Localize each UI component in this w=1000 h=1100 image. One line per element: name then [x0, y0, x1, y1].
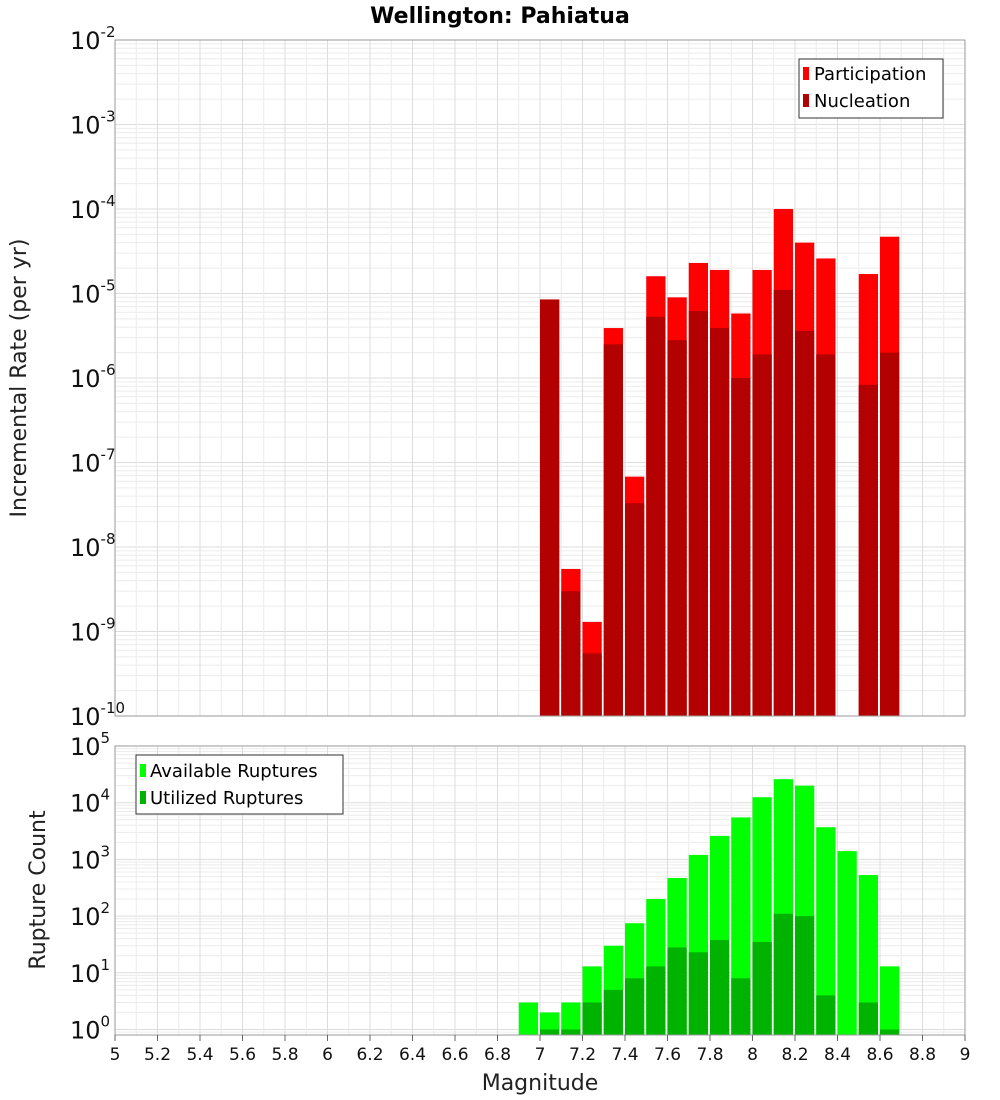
- bar-available-ruptures: [540, 1012, 560, 1035]
- x-tick-label: 8.2: [781, 1045, 808, 1065]
- x-tick-label: 5.2: [144, 1045, 171, 1065]
- bottom-panel-bars: [518, 779, 900, 1035]
- bar-utilized-ruptures: [540, 1029, 560, 1035]
- bar-utilized-ruptures: [880, 1029, 900, 1035]
- x-ticks: 5 5.2 5.4 5.6 5.8 6 6.2 6.4 6.6 6.8 7 7.2 7.4 7.6 7.8 8…: [110, 1035, 971, 1065]
- top-y-tick-label: 10-7: [70, 446, 116, 478]
- x-tick-label: 6.2: [356, 1045, 383, 1065]
- bar-nucleation: [667, 340, 687, 716]
- x-tick-label: 5.4: [186, 1045, 213, 1065]
- bottom-y-tick-label: 100: [70, 1013, 110, 1045]
- bar-nucleation: [540, 299, 560, 716]
- legend-participation-swatch: [803, 67, 809, 80]
- legend-nucleation-swatch: [803, 94, 809, 107]
- bar-available-ruptures: [837, 851, 857, 1035]
- legend-available-ruptures-label: Available Ruptures: [150, 761, 318, 782]
- top-panel-frame: [114, 39, 966, 717]
- bar-nucleation: [710, 328, 730, 716]
- x-tick-label: 9: [960, 1045, 971, 1065]
- bar-nucleation: [731, 378, 751, 716]
- top-panel-bars: [540, 209, 900, 717]
- bottom-y-tick-label: 104: [70, 786, 110, 818]
- x-tick-label: 5.6: [229, 1045, 256, 1065]
- x-tick-label: 6.4: [399, 1045, 426, 1065]
- bar-utilized-ruptures: [561, 1029, 581, 1035]
- chart-title: Wellington: Pahiatua: [370, 4, 630, 29]
- x-axis-label: Magnitude: [482, 1071, 599, 1096]
- top-y-tick-label: 10-6: [70, 361, 116, 393]
- bar-utilized-ruptures: [773, 913, 793, 1035]
- bar-nucleation: [688, 311, 708, 716]
- top-y-tick-label: 10-9: [70, 615, 116, 647]
- bar-utilized-ruptures: [625, 978, 645, 1035]
- bottom-y-tick-label: 101: [70, 956, 110, 988]
- bottom-y-tick-label: 103: [70, 842, 110, 874]
- bar-nucleation: [858, 384, 878, 716]
- x-tick-label: 7.8: [696, 1045, 723, 1065]
- bar-utilized-ruptures: [582, 1002, 602, 1035]
- x-tick-label: 8.8: [909, 1045, 936, 1065]
- top-y-tick-label: 10-4: [70, 192, 116, 224]
- x-tick-label: 7.4: [611, 1045, 638, 1065]
- bar-available-ruptures: [858, 875, 878, 1035]
- bottom-legend-box: [135, 754, 344, 815]
- x-tick-label: 6.6: [441, 1045, 468, 1065]
- legend-participation-label: Participation: [814, 64, 926, 85]
- bar-nucleation: [582, 653, 602, 716]
- x-tick-label: 6: [322, 1045, 333, 1065]
- legend-available-ruptures-swatch: [140, 764, 146, 777]
- bar-utilized-ruptures: [752, 941, 772, 1035]
- top-y-tick-label: 10-8: [70, 530, 116, 562]
- x-tick-label: 8.4: [824, 1045, 851, 1065]
- x-tick-label: 5: [110, 1045, 121, 1065]
- top-y-tick-label: 10-10: [70, 699, 125, 731]
- bar-utilized-ruptures: [646, 966, 666, 1035]
- bar-utilized-ruptures: [858, 1002, 878, 1035]
- top-y-ticks: 10-2 10-3 10-4 10-5 10-6 10-7 10-8 10-9 10-10: [70, 23, 125, 731]
- bar-nucleation: [773, 290, 793, 716]
- bar-utilized-ruptures: [816, 995, 836, 1035]
- bar-utilized-ruptures: [688, 952, 708, 1035]
- x-tick-label: 7.6: [654, 1045, 681, 1065]
- bar-utilized-ruptures: [603, 989, 623, 1035]
- bar-utilized-ruptures: [731, 978, 751, 1035]
- legend-utilized-ruptures-label: Utilized Ruptures: [150, 788, 303, 809]
- bar-available-ruptures: [561, 1002, 581, 1035]
- legend-utilized-ruptures-swatch: [140, 791, 146, 804]
- legend-nucleation-label: Nucleation: [814, 91, 910, 112]
- bar-nucleation: [752, 354, 772, 716]
- x-tick-label: 6.8: [484, 1045, 511, 1065]
- bottom-y-ticks: 105 104 103 102 101 100: [70, 729, 110, 1045]
- x-tick-label: 7.2: [569, 1045, 596, 1065]
- bottom-y-tick-label: 105: [70, 729, 110, 761]
- bar-nucleation: [795, 330, 815, 716]
- top-y-axis-label: Incremental Rate (per yr): [7, 239, 32, 518]
- bar-nucleation: [625, 503, 645, 716]
- bar-available-ruptures: [880, 966, 900, 1035]
- bar-nucleation: [816, 354, 836, 716]
- top-y-tick-label: 10-5: [70, 277, 116, 309]
- top-y-tick-label: 10-2: [70, 23, 116, 55]
- bar-utilized-ruptures: [795, 916, 815, 1035]
- top-legend-box: [798, 58, 944, 119]
- x-tick-label: 8.6: [866, 1045, 893, 1065]
- top-y-tick-label: 10-3: [70, 108, 116, 140]
- top-legend: Participation Nucleation: [798, 58, 944, 119]
- bar-nucleation: [603, 344, 623, 716]
- bar-available-ruptures: [816, 827, 836, 1035]
- bar-utilized-ruptures: [710, 939, 730, 1035]
- bottom-y-axis-label: Rupture Count: [26, 810, 51, 970]
- bar-nucleation: [561, 591, 581, 716]
- x-tick-label: 7: [535, 1045, 546, 1065]
- bar-available-ruptures: [518, 1002, 538, 1035]
- bottom-y-tick-label: 102: [70, 899, 110, 931]
- x-tick-label: 8: [747, 1045, 758, 1065]
- bar-nucleation: [880, 352, 900, 716]
- bottom-legend: Available Ruptures Utilized Ruptures: [135, 754, 344, 815]
- x-tick-label: 5.8: [271, 1045, 298, 1065]
- bar-utilized-ruptures: [667, 947, 687, 1035]
- bar-nucleation: [646, 316, 666, 716]
